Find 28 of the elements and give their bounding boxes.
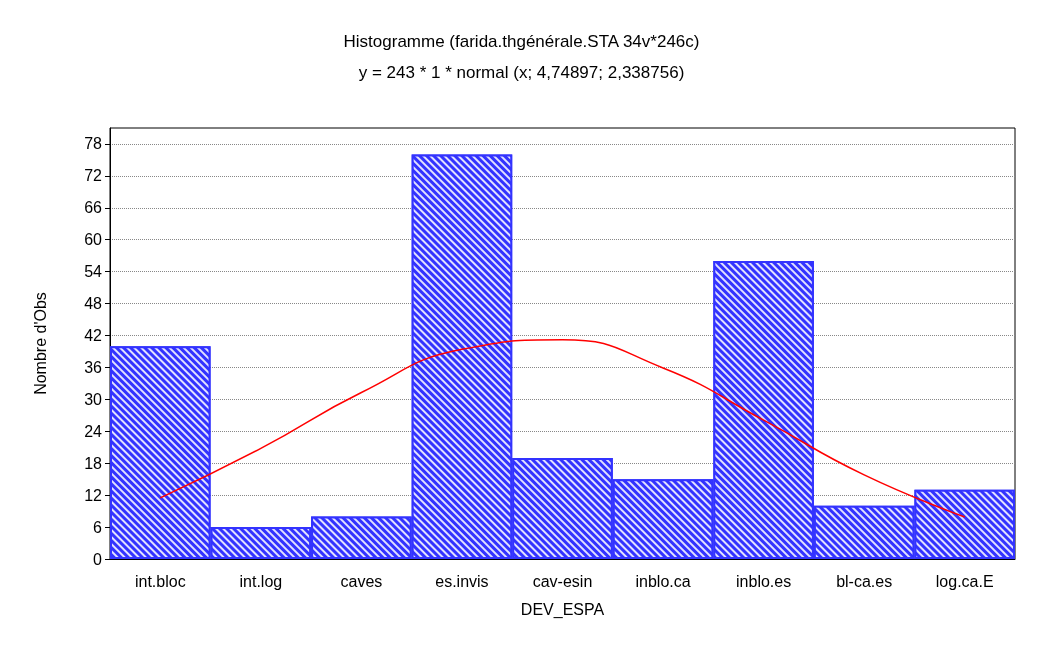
x-tick-label: inblo.ca [635,572,691,590]
y-tick-label: 18 [84,454,103,472]
y-tick-label: 30 [84,390,103,408]
y-tick-label: 6 [93,518,103,536]
x-tick-label: bl-ca.es [836,572,893,590]
y-tick-label: 0 [93,550,103,568]
chart-title: Histogramme (farida.thgénérale.STA 34v*246c) [343,32,700,51]
y-tick-label: 54 [84,263,103,281]
y-tick-label: 66 [84,199,103,217]
chart-subtitle: y = 243 * 1 * normal (x; 4,74897; 2,338756) [358,63,685,82]
y-tick-label: 48 [84,295,103,313]
y-tick-label: 78 [84,135,103,153]
x-tick-label: log.ca.E [935,572,994,590]
y-axis-title: Nombre d'Obs [31,292,49,395]
y-tick-label: 72 [84,167,103,185]
x-tick-label: es.invis [435,572,489,590]
x-tick-label: int.log [239,572,283,590]
y-tick-label: 12 [84,486,103,504]
y-tick-label: 24 [84,422,103,440]
y-tick-label: 42 [84,327,103,345]
y-tick-label: 36 [84,358,103,376]
x-axis-title: DEV_ESPA [520,600,605,619]
y-tick-label: 60 [84,231,103,249]
x-tick-label: int.bloc [134,572,186,590]
x-tick-label: caves [340,572,383,590]
x-tick-label: inblo.es [736,572,792,590]
line-series [159,339,966,518]
x-tick-label: cav-esin [532,572,593,590]
